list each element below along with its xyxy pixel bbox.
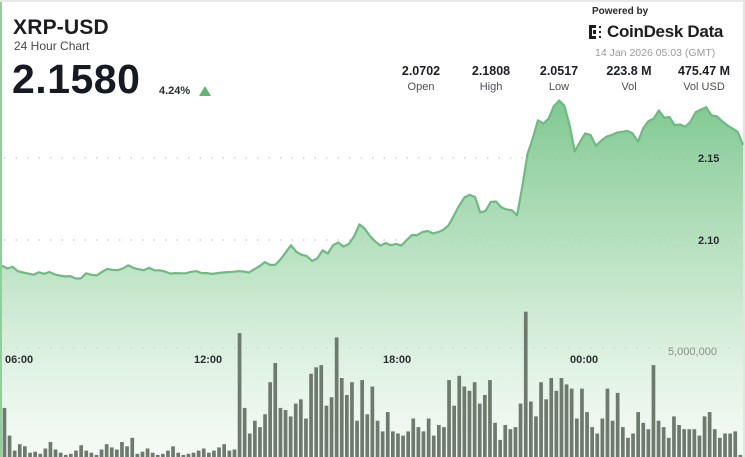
current-price: 2.1580 xyxy=(12,56,141,102)
stat-open: 2.0702 Open xyxy=(398,64,444,93)
volume-bars xyxy=(2,311,743,457)
stat-vol-usd-label: Vol USD xyxy=(683,81,725,93)
powered-by-label: Powered by xyxy=(592,6,649,17)
x-axis-label-0600: 06:00 xyxy=(5,354,33,366)
coindesk-data-logo: CoinDesk Data xyxy=(589,22,723,42)
stat-vol-usd: 475.47 M Vol USD xyxy=(673,64,735,93)
chart-subtitle: 24 Hour Chart xyxy=(14,39,90,53)
stat-vol-label: Vol xyxy=(621,81,637,93)
price-line xyxy=(1,99,745,280)
y-axis-label-215: 2.15 xyxy=(698,153,719,165)
stat-low: 2.0517 Low xyxy=(536,64,582,93)
x-axis-label-1800: 18:00 xyxy=(383,354,411,366)
widget-border-right xyxy=(743,0,745,457)
stat-low-value: 2.0517 xyxy=(539,64,579,78)
stat-high-label: High xyxy=(479,81,503,93)
x-axis-label-1200: 12:00 xyxy=(194,354,222,366)
stat-high-value: 2.1808 xyxy=(471,64,511,78)
price-area xyxy=(2,100,743,457)
x-axis-label-0000: 00:00 xyxy=(570,354,598,366)
logo-text: CoinDesk Data xyxy=(607,22,724,41)
y-axis-label-210: 2.10 xyxy=(698,235,719,247)
trend-up-icon xyxy=(199,86,211,96)
stat-open-value: 2.0702 xyxy=(401,64,441,78)
timestamp: 14 Jan 2026 05:03 (GMT) xyxy=(595,47,716,59)
volume-axis-label: 5,000,000 xyxy=(668,346,717,358)
stat-vol-usd-value: 475.47 M xyxy=(677,64,731,78)
stat-low-label: Low xyxy=(548,81,570,93)
widget-border-top xyxy=(0,0,745,2)
stat-high: 2.1808 High xyxy=(468,64,514,93)
stat-vol: 223.8 M Vol xyxy=(600,64,658,93)
price-change-percent: 4.24% xyxy=(159,85,191,97)
pair-title: XRP-USD xyxy=(13,16,109,39)
stat-vol-value: 223.8 M xyxy=(606,64,652,78)
stat-open-label: Open xyxy=(407,81,435,93)
coindesk-logo-icon xyxy=(589,25,603,39)
